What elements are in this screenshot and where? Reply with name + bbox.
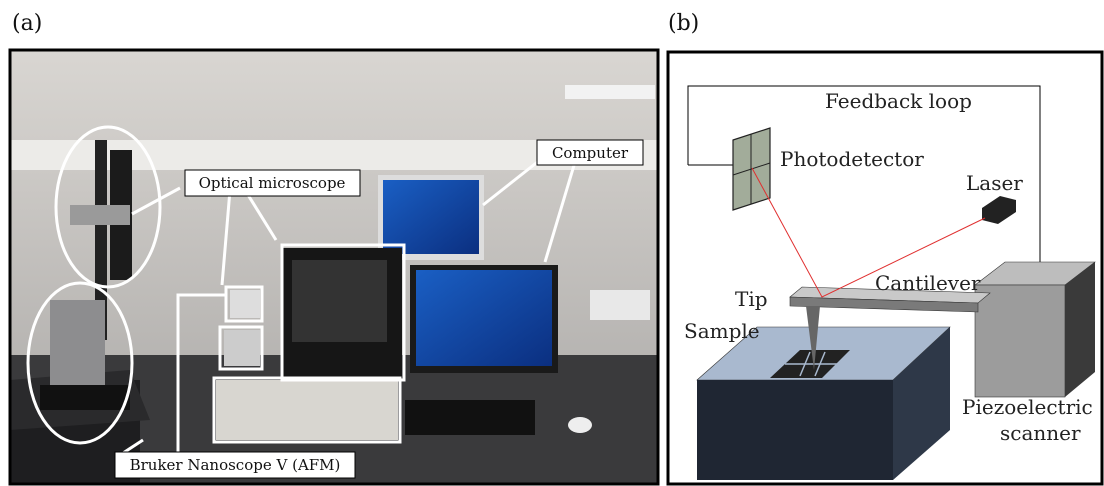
callout: Optical microscope xyxy=(199,174,346,192)
label: Photodetector xyxy=(780,147,924,171)
label: Laser xyxy=(966,171,1023,195)
photo: Optical microscope Computer Bruker Nanos… xyxy=(10,50,658,484)
label: Cantilever xyxy=(875,271,981,295)
label: scanner xyxy=(1000,421,1081,445)
label: Sample xyxy=(684,319,760,343)
label: Piezoelectric xyxy=(962,395,1093,419)
panel-label: (b) xyxy=(668,11,699,36)
callout: Bruker Nanoscope V (AFM) xyxy=(130,456,341,474)
label: Feedback loop xyxy=(825,89,972,113)
panel-label: (a) xyxy=(12,11,42,36)
diagram: Feedback loop Photodetector Laser Cantil… xyxy=(668,52,1102,484)
callout: Computer xyxy=(552,144,629,162)
label: Tip xyxy=(735,287,768,311)
figure: (a) (b) xyxy=(0,0,1104,486)
